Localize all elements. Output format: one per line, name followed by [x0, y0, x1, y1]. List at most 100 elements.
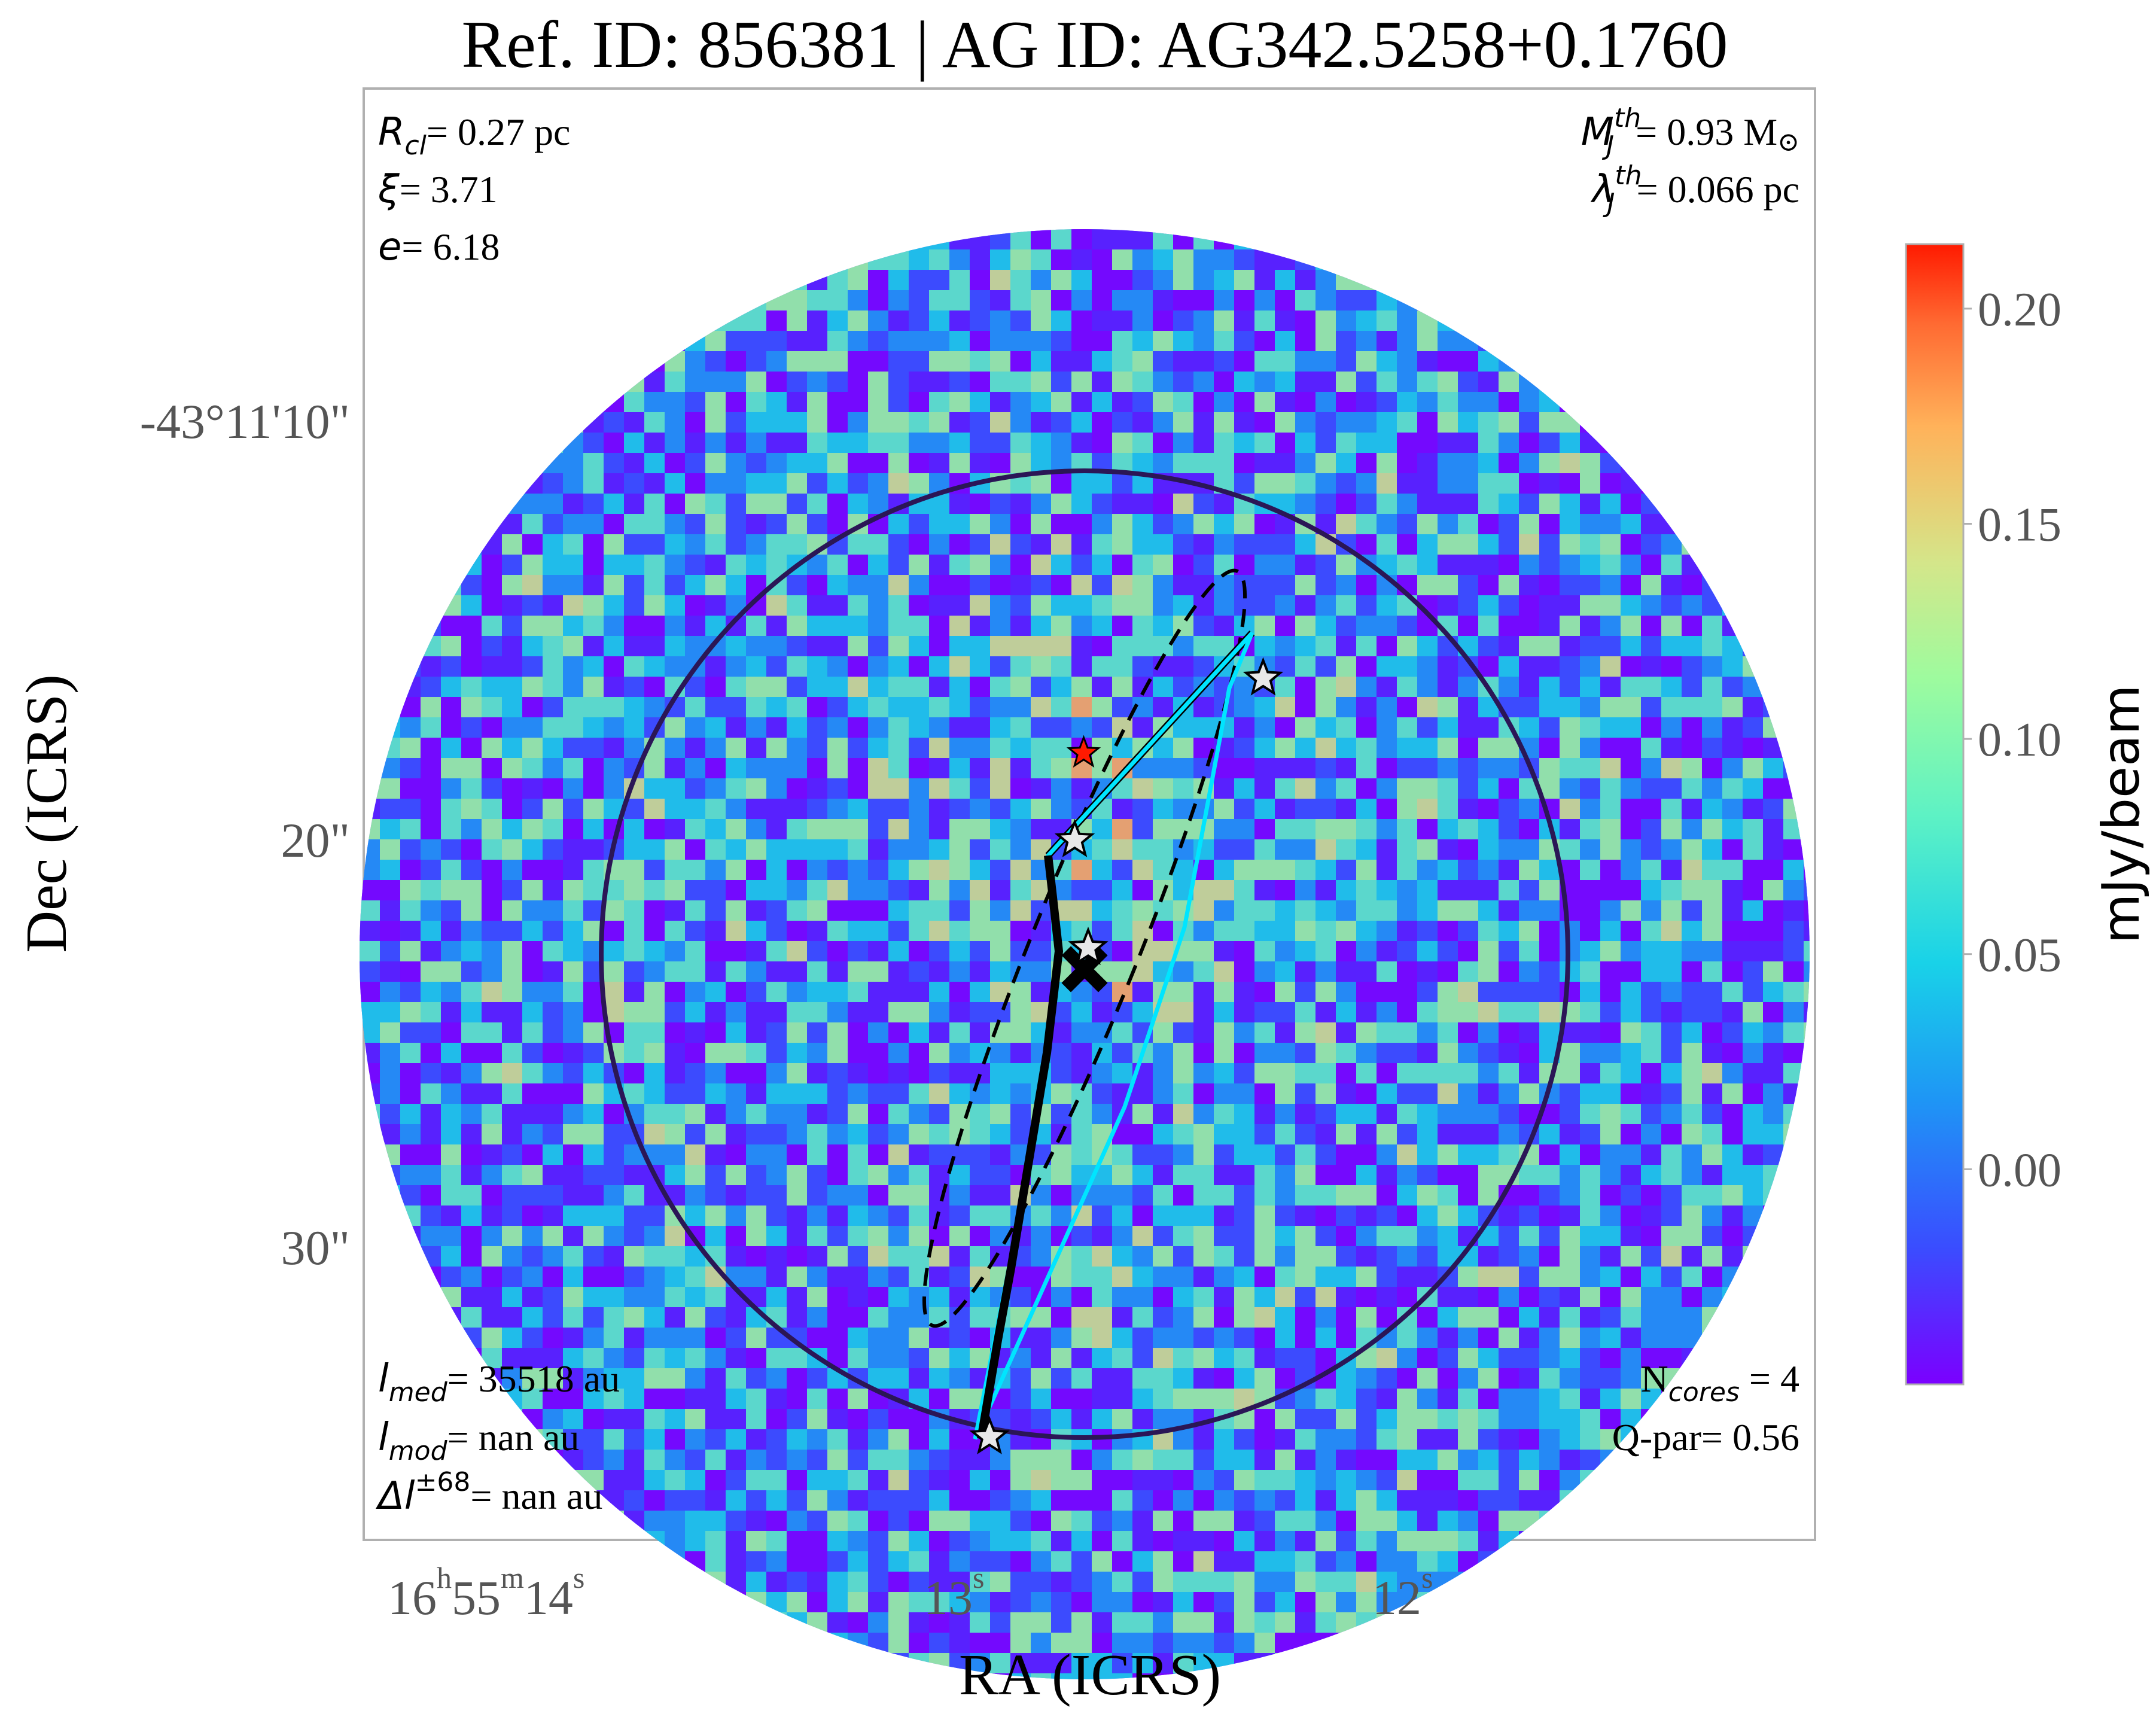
map-pixel	[1499, 839, 1519, 860]
map-pixel	[1010, 656, 1031, 677]
map-pixel	[563, 1124, 583, 1144]
map-pixel	[1010, 1490, 1031, 1511]
map-pixel	[1417, 1165, 1438, 1185]
map-pixel	[1092, 1592, 1112, 1612]
map-pixel	[624, 1348, 644, 1368]
map-pixel	[624, 1450, 644, 1470]
map-pixel	[1132, 1205, 1153, 1226]
map-pixel	[909, 839, 929, 860]
map-pixel	[1031, 1409, 1051, 1429]
map-pixel	[1458, 514, 1478, 534]
map-pixel	[1173, 331, 1193, 351]
map-pixel	[807, 1592, 827, 1612]
map-pixel	[929, 1328, 949, 1348]
map-pixel	[665, 1429, 685, 1450]
map-pixel	[1092, 1104, 1112, 1124]
map-pixel	[1010, 1612, 1031, 1633]
map-pixel	[685, 1002, 705, 1022]
map-pixel	[482, 1104, 502, 1124]
map-pixel	[1539, 595, 1560, 616]
map-pixel	[1356, 433, 1377, 453]
map-pixel	[1295, 1002, 1315, 1022]
map-pixel	[1214, 1531, 1234, 1551]
x-tick-label-14: 16h55m14s	[388, 1561, 584, 1625]
map-pixel	[665, 595, 685, 616]
map-pixel	[1438, 880, 1458, 900]
map-pixel	[746, 494, 766, 514]
map-pixel	[1275, 575, 1295, 595]
map-pixel	[1051, 1165, 1071, 1185]
map-pixel	[604, 677, 624, 697]
map-pixel	[1641, 1002, 1661, 1022]
map-pixel	[482, 555, 502, 575]
map-pixel	[665, 961, 685, 982]
map-pixel	[1295, 677, 1315, 697]
map-pixel	[1092, 860, 1112, 880]
map-pixel	[1234, 1612, 1254, 1633]
map-pixel	[644, 595, 665, 616]
map-pixel	[1743, 900, 1763, 921]
map-pixel	[1478, 1551, 1499, 1572]
map-pixel	[543, 677, 563, 697]
map-pixel	[1356, 1022, 1377, 1043]
map-pixel	[726, 880, 746, 900]
map-pixel	[1600, 1368, 1621, 1389]
map-pixel	[766, 819, 787, 839]
map-pixel	[1621, 758, 1641, 778]
map-pixel	[746, 372, 766, 392]
map-pixel	[970, 534, 990, 555]
map-pixel	[1621, 717, 1641, 738]
map-pixel	[1071, 1063, 1092, 1083]
map-pixel	[1051, 1450, 1071, 1470]
map-pixel	[1417, 697, 1438, 717]
map-pixel	[705, 1470, 726, 1490]
map-pixel	[482, 1246, 502, 1267]
map-pixel	[1499, 880, 1519, 900]
map-pixel	[868, 372, 888, 392]
map-pixel	[563, 961, 583, 982]
map-pixel	[1539, 900, 1560, 921]
map-pixel	[1315, 1185, 1336, 1205]
map-pixel	[888, 1612, 909, 1633]
map-pixel	[1356, 1083, 1377, 1104]
map-pixel	[970, 961, 990, 982]
map-pixel	[1315, 1389, 1336, 1409]
map-pixel	[868, 697, 888, 717]
map-pixel	[909, 1612, 929, 1633]
map-pixel	[909, 1124, 929, 1144]
map-pixel	[583, 1205, 604, 1226]
map-pixel	[583, 473, 604, 494]
map-pixel	[970, 921, 990, 941]
map-pixel	[1580, 860, 1600, 880]
map-pixel	[807, 1083, 827, 1104]
map-pixel	[1763, 1002, 1783, 1022]
map-pixel	[1234, 1124, 1254, 1144]
map-pixel	[807, 1063, 827, 1083]
map-pixel	[1621, 1022, 1641, 1043]
map-pixel	[929, 1633, 949, 1653]
map-pixel	[746, 1043, 766, 1063]
map-pixel	[1499, 1470, 1519, 1490]
map-pixel	[400, 860, 421, 880]
map-pixel	[705, 860, 726, 880]
map-pixel	[665, 1368, 685, 1389]
map-pixel	[1519, 717, 1539, 738]
map-pixel	[1315, 1572, 1336, 1592]
map-pixel	[1417, 839, 1438, 860]
map-pixel	[705, 880, 726, 900]
map-pixel	[746, 1267, 766, 1287]
map-pixel	[807, 1226, 827, 1246]
map-pixel	[1132, 1226, 1153, 1246]
map-pixel	[1295, 1104, 1315, 1124]
map-pixel	[604, 1368, 624, 1389]
map-pixel	[543, 1246, 563, 1267]
map-pixel	[543, 1348, 563, 1368]
map-pixel	[1193, 1450, 1214, 1470]
map-pixel	[970, 595, 990, 616]
map-pixel	[461, 860, 482, 880]
map-pixel	[746, 1572, 766, 1592]
map-pixel	[1051, 1490, 1071, 1511]
map-pixel	[685, 1185, 705, 1205]
map-pixel	[1783, 1002, 1804, 1022]
map-pixel	[563, 697, 583, 717]
